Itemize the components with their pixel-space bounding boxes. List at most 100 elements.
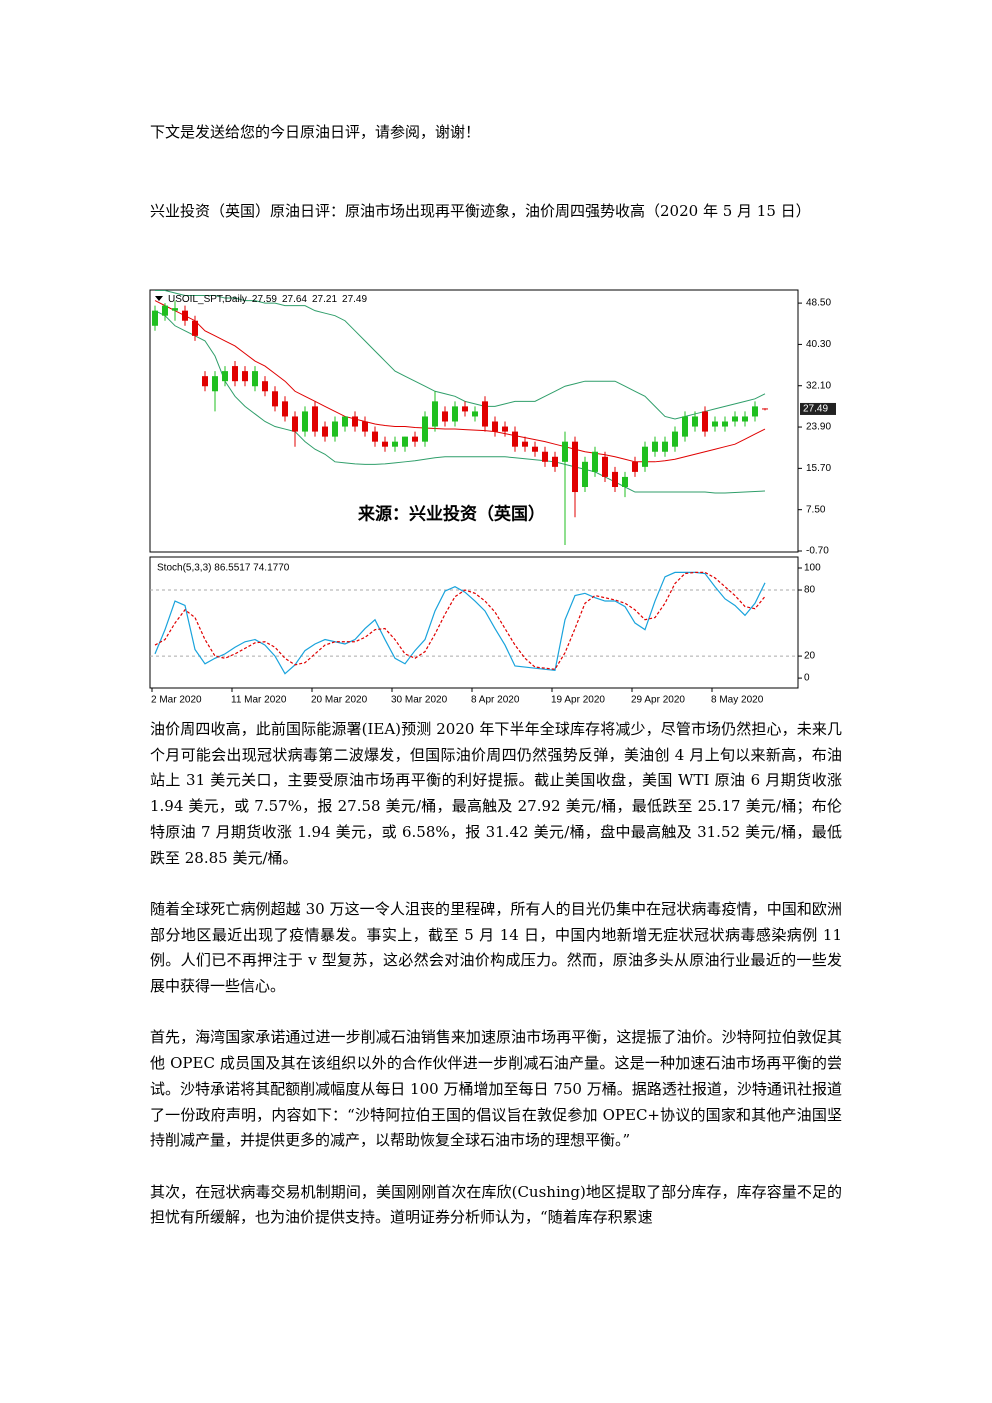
y-tick-label: 48.50 — [806, 298, 831, 309]
candle-body — [382, 441, 388, 447]
candle-body — [442, 411, 448, 422]
candle-body — [212, 376, 218, 392]
candle-body — [152, 310, 158, 326]
band-line — [155, 290, 766, 420]
y-tick-label: 100 — [804, 563, 821, 574]
chart: 来源：兴业投资（英国） 48.50 40.30 32.10 23.90 15.70 7.5… — [149, 289, 836, 706]
candle-body — [262, 381, 268, 392]
candle-body — [742, 416, 748, 422]
chart-header: USOIL_SPT,Daily 27.59 27.64 27.21 27.49 — [168, 294, 367, 305]
candle-body — [222, 371, 228, 382]
candle-body — [462, 406, 468, 412]
candle-body — [542, 451, 548, 462]
y-tick-label: 32.10 — [806, 380, 831, 391]
candle-body — [672, 431, 678, 447]
y-tick-label: 0 — [804, 673, 810, 684]
candle-body — [752, 406, 758, 417]
candle-body — [702, 411, 708, 432]
candle-body — [512, 431, 518, 447]
x-tick-label: 2 Mar 2020 — [151, 695, 202, 706]
candle-body — [232, 366, 238, 382]
x-tick-label: 30 Mar 2020 — [391, 695, 448, 706]
y-tick-label: 20 — [804, 651, 816, 662]
candle-body — [302, 411, 308, 432]
candle-body — [192, 320, 198, 336]
candle-body — [422, 416, 428, 442]
y-tick-label: 80 — [804, 585, 816, 596]
candle-body — [632, 461, 638, 472]
indicator-arrow — [155, 296, 163, 301]
candle-body — [662, 441, 668, 452]
candle-body — [682, 416, 688, 437]
candle-body — [182, 310, 188, 321]
candle-body — [252, 371, 258, 387]
x-tick-label: 20 Mar 2020 — [311, 695, 368, 706]
x-tick-label: 11 Mar 2020 — [231, 695, 287, 706]
candle-body — [282, 401, 288, 417]
stoch-label: Stoch(5,3,3) 86.5517 74.1770 — [157, 563, 290, 574]
candle-body — [312, 406, 318, 432]
candle-body — [562, 441, 568, 462]
candle-body — [762, 408, 768, 410]
y-tick-label: 40.30 — [806, 339, 831, 350]
headline: 兴业投资（英国）原油日评：原油市场出现再平衡迹象，油价周四强势收高（2020 年… — [150, 202, 811, 220]
candle-body — [552, 456, 558, 467]
band-line — [154, 310, 766, 494]
candle-body — [722, 421, 728, 427]
candle-body — [712, 421, 718, 427]
paragraph: 其次，在冠状病毒交易机制期间，美国刚刚首次在库欣(Cushing)地区提取了部分… — [150, 1182, 842, 1227]
last-price-box — [800, 402, 836, 415]
candle-body — [242, 371, 248, 382]
candle-body — [492, 421, 498, 432]
header-value: 27.64 — [282, 294, 307, 305]
candle-body — [392, 441, 398, 447]
y-tick-label: 23.90 — [806, 422, 831, 433]
candle-body — [482, 401, 488, 427]
band-line — [154, 300, 766, 463]
x-tick-label: 8 Apr 2020 — [471, 695, 520, 706]
stoch-line — [154, 571, 766, 675]
candle-body — [532, 446, 538, 452]
header-value: 27.59 — [252, 294, 277, 305]
candle-body — [472, 411, 478, 417]
candle-body — [642, 446, 648, 467]
candle-body — [612, 471, 618, 488]
candle-body — [652, 441, 658, 452]
candle-body — [412, 436, 418, 442]
candle-body — [372, 431, 378, 442]
body: 油价周四收高，此前国际能源署(IEA)预测 2020 年下半年全球库存将减少，尽… — [150, 717, 842, 1257]
candle-body — [402, 436, 408, 447]
y-tick-label: 7.50 — [806, 504, 826, 515]
paragraph: 油价周四收高，此前国际能源署(IEA)预测 2020 年下半年全球库存将减少，尽… — [150, 720, 842, 867]
candle-body — [322, 426, 328, 437]
y-tick-label: 15.70 — [806, 463, 831, 474]
intro: 下文是发送给您的今日原油日评，请参阅，谢谢！ — [150, 123, 481, 141]
x-tick-label: 29 Apr 2020 — [631, 695, 685, 706]
x-tick-label: 19 Apr 2020 — [551, 695, 605, 706]
candle-body — [452, 406, 458, 422]
candle-body — [332, 421, 338, 437]
stoch-line — [154, 571, 766, 670]
candle-body — [272, 391, 278, 407]
candle-body — [692, 416, 698, 427]
candle-body — [202, 376, 208, 387]
candle-body — [582, 461, 588, 488]
candle-body — [432, 401, 438, 427]
candle-body — [522, 441, 528, 447]
candle-body — [352, 416, 358, 427]
y-tick-label: -0.70 — [806, 546, 829, 557]
candle-body — [622, 476, 628, 488]
symbol: USOIL_SPT,Daily — [168, 294, 247, 305]
candle-body — [162, 305, 168, 316]
candle-body — [502, 426, 508, 432]
stoch-panel — [149, 556, 799, 689]
header-value: 27.49 — [342, 294, 367, 305]
last-price-label: 27.49 — [803, 404, 828, 415]
main-panel — [149, 289, 799, 553]
candle-body — [592, 451, 598, 472]
x-tick-label: 8 May 2020 — [711, 695, 764, 706]
candle-body — [342, 416, 348, 427]
candle-body — [732, 416, 738, 422]
candle-body — [572, 441, 578, 493]
